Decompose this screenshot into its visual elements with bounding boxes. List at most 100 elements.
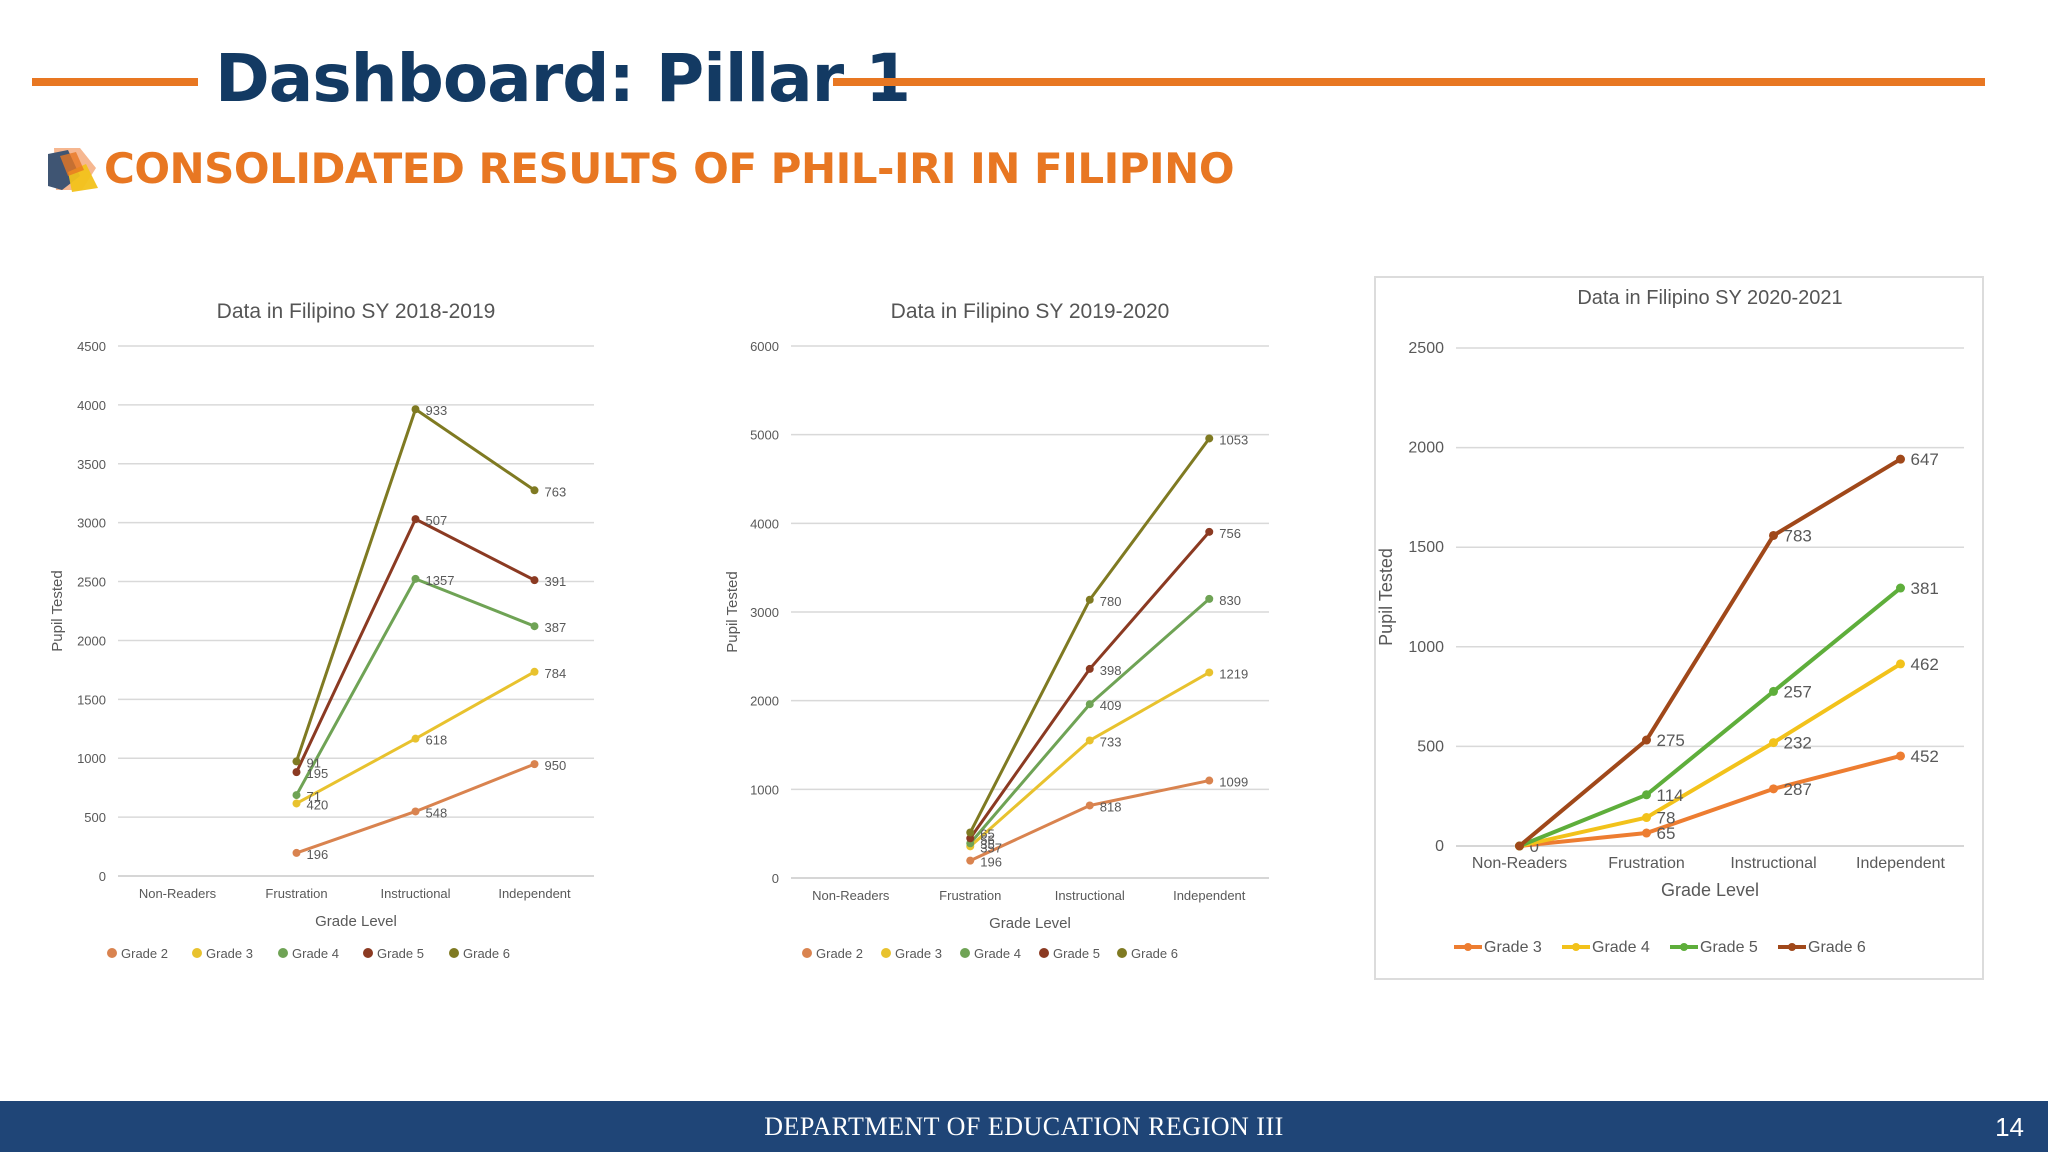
y-tick-label: 2000 <box>77 633 106 648</box>
data-point-c2-2-3 <box>1896 583 1905 593</box>
y-tick-label: 4000 <box>750 516 779 531</box>
legend-label-c1-4: Grade 6 <box>1131 946 1178 961</box>
legend-label-c1-3: Grade 5 <box>1053 946 1100 961</box>
y-tick-label: 0 <box>772 871 779 886</box>
y-tick-label: 0 <box>99 869 106 884</box>
legend-label-c1-2: Grade 4 <box>974 946 1021 961</box>
chart-svg-2: Data in Filipino SY 2020-2021 0 500 1000 150… <box>1376 287 1964 956</box>
data-label-c2-0-0: 0 <box>1530 837 1539 856</box>
data-label-c0-1-2: 618 <box>426 733 448 748</box>
title-rule-right <box>833 78 1985 86</box>
legend-label-c0-3: Grade 5 <box>377 946 424 961</box>
page-subtitle: CONSOLIDATED RESULTS OF PHIL-IRI IN FILI… <box>104 144 1235 193</box>
y-tick-label: 2500 <box>1408 340 1444 357</box>
y-tick-label: 0 <box>1435 838 1444 855</box>
y-axis-label: Pupil Tested <box>724 571 741 652</box>
data-label-c2-2-3: 381 <box>1911 579 1939 598</box>
data-point-c0-2-2 <box>411 574 420 583</box>
data-point-c2-3-0 <box>1515 841 1524 851</box>
data-point-c2-3-3 <box>1896 454 1905 464</box>
series-line-c2-3 <box>1518 457 1902 848</box>
legend-marker-c2-1 <box>1572 943 1580 951</box>
data-label-c2-3-1: 275 <box>1657 731 1685 750</box>
data-label-c1-3-3: 756 <box>1219 526 1241 541</box>
data-label-c0-4-2: 933 <box>426 403 448 418</box>
y-tick-label: 2000 <box>1408 440 1444 457</box>
data-point-c1-4-3 <box>1205 434 1214 443</box>
data-label-c2-3-3: 647 <box>1911 450 1939 469</box>
data-point-c1-2-2 <box>1085 700 1094 709</box>
legend-label-c2-2: Grade 5 <box>1700 939 1758 956</box>
data-point-c2-0-1 <box>1642 828 1651 838</box>
y-tick-label: 1000 <box>750 782 779 797</box>
data-label-c2-2-1: 114 <box>1657 786 1684 805</box>
data-point-c2-2-1 <box>1642 790 1651 800</box>
data-point-c1-0-3 <box>1205 776 1214 785</box>
data-point-c0-4-2 <box>411 405 420 414</box>
y-tick-label: 500 <box>84 810 106 825</box>
x-tick-label: Independent <box>498 886 571 901</box>
chart-sy-2019-2020: Data in Filipino SY 2019-2020 0 1000 2000 30… <box>721 290 1291 980</box>
x-tick-label: Instructional <box>380 886 450 901</box>
legend-marker-c0-3 <box>363 948 373 958</box>
legend-label-c0-2: Grade 4 <box>292 946 339 961</box>
data-label-c0-1-3: 784 <box>545 666 567 681</box>
data-label-c2-0-1: 65 <box>1657 824 1676 843</box>
y-tick-label: 2500 <box>77 575 106 590</box>
data-label-c0-0-2: 548 <box>426 805 448 820</box>
legend-marker-c1-3 <box>1039 948 1049 958</box>
legend-marker-c2-0 <box>1464 943 1472 951</box>
data-label-c1-1-1: 357 <box>980 840 1002 855</box>
data-point-c2-0-3 <box>1896 751 1905 761</box>
title-bar: Dashboard: Pillar 1 <box>0 40 2048 130</box>
chart-title: Data in Filipino SY 2019-2020 <box>891 300 1170 323</box>
legend-label-c2-3: Grade 6 <box>1808 939 1866 956</box>
x-axis-label: Grade Level <box>989 915 1071 932</box>
data-label-c0-2-1: 71 <box>307 789 321 804</box>
chart-sy-2018-2019: Data in Filipino SY 2018-2019 0 500 1000 150… <box>46 290 616 980</box>
data-point-c0-1-3 <box>530 667 539 676</box>
legend-label-c0-4: Grade 6 <box>463 946 510 961</box>
data-label-c1-4-3: 1053 <box>1219 432 1248 447</box>
data-point-c1-3-3 <box>1205 527 1214 536</box>
y-tick-label: 2000 <box>750 694 779 709</box>
data-label-c2-2-2: 257 <box>1784 682 1812 701</box>
y-tick-label: 1000 <box>1408 639 1444 656</box>
chart-svg-0: Data in Filipino SY 2018-2019 0 500 1000 150… <box>49 300 594 961</box>
data-point-c0-0-1 <box>292 848 301 857</box>
legend-marker-c0-0 <box>107 948 117 958</box>
data-point-c2-3-2 <box>1769 530 1778 540</box>
data-label-c1-0-2: 818 <box>1100 799 1122 814</box>
data-point-c1-3-2 <box>1085 664 1094 673</box>
data-label-c0-2-2: 1357 <box>426 573 455 588</box>
data-label-c0-1-1: 420 <box>307 797 329 812</box>
x-tick-label: Instructional <box>1055 888 1125 903</box>
series-line-c1-0 <box>969 779 1210 862</box>
footer-text: DEPARTMENT OF EDUCATION REGION III <box>764 1112 1284 1141</box>
data-point-c0-1-1 <box>292 799 301 808</box>
y-tick-label: 1000 <box>77 751 106 766</box>
series-line-c0-3 <box>295 517 536 773</box>
series-line-c2-1 <box>1519 662 1902 848</box>
y-axis-label: Pupil Tested <box>1376 548 1396 646</box>
data-label-c1-1-3: 1219 <box>1219 666 1248 681</box>
data-point-c0-2-3 <box>530 622 539 631</box>
data-point-c0-0-2 <box>411 807 420 816</box>
data-label-c0-2-3: 387 <box>545 620 567 635</box>
y-tick-label: 4000 <box>77 398 106 413</box>
data-label-c2-0-3: 452 <box>1911 747 1939 766</box>
legend-marker-c0-2 <box>278 948 288 958</box>
legend-marker-c0-4 <box>449 948 459 958</box>
legend-marker-c1-4 <box>1117 948 1127 958</box>
data-label-c2-1-2: 232 <box>1784 734 1812 753</box>
data-label-c1-0-3: 1099 <box>1219 775 1248 790</box>
legend-marker-c0-1 <box>192 948 202 958</box>
x-tick-label: Instructional <box>1730 855 1816 872</box>
data-point-c1-4-1 <box>966 828 975 837</box>
data-point-c0-0-3 <box>530 760 539 769</box>
data-point-c0-3-1 <box>292 768 301 777</box>
data-point-c1-1-2 <box>1085 736 1094 745</box>
footer-bar: DEPARTMENT OF EDUCATION REGION III 14 <box>0 1101 2048 1152</box>
y-tick-label: 6000 <box>750 339 779 354</box>
series-line-c2-0 <box>1519 754 1902 848</box>
